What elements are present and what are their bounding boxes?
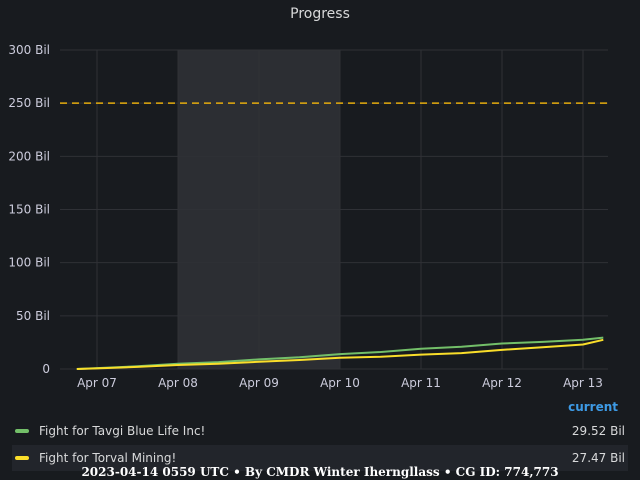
footer-caption: 2023-04-14 0559 UTC • By CMDR Winter Ihe… [81, 465, 559, 479]
legend-label-tavgi: Fight for Tavgi Blue Life Inc! [39, 424, 206, 438]
y-tick-label: 50 Bil [16, 309, 50, 323]
x-tick-label: Apr 11 [401, 376, 441, 390]
x-tick-label: Apr 13 [563, 376, 603, 390]
x-tick-label: Apr 07 [77, 376, 117, 390]
legend-swatch-tavgi [15, 429, 29, 433]
legend-item-tavgi[interactable]: Fight for Tavgi Blue Life Inc! 29.52 Bil [12, 418, 628, 444]
legend-item-torval[interactable]: Fight for Torval Mining! 27.47 Bil [12, 445, 628, 471]
legend-swatch-torval [15, 456, 29, 460]
y-tick-label: 150 Bil [8, 203, 50, 217]
x-tick-label: Apr 10 [320, 376, 360, 390]
y-tick-label: 200 Bil [8, 149, 50, 163]
series-line-torval [76, 338, 604, 370]
y-tick-label: 0 [42, 362, 50, 376]
legend-value-tavgi: 29.52 Bil [571, 424, 625, 438]
y-tick-label: 250 Bil [8, 96, 50, 110]
chart-title: Progress [290, 6, 350, 22]
legend-header-current[interactable]: current [568, 400, 618, 414]
legend-value-torval: 27.47 Bil [571, 451, 625, 465]
x-tick-label: Apr 12 [482, 376, 522, 390]
x-tick-label: Apr 09 [239, 376, 279, 390]
x-tick-label: Apr 08 [158, 376, 198, 390]
legend-label-torval: Fight for Torval Mining! [39, 451, 177, 465]
y-tick-label: 300 Bil [8, 43, 50, 57]
y-tick-label: 100 Bil [8, 256, 50, 270]
progress-line-chart: 0 50 Bil 100 Bil 150 Bil 200 Bil 250 Bil 300 B… [8, 43, 608, 390]
